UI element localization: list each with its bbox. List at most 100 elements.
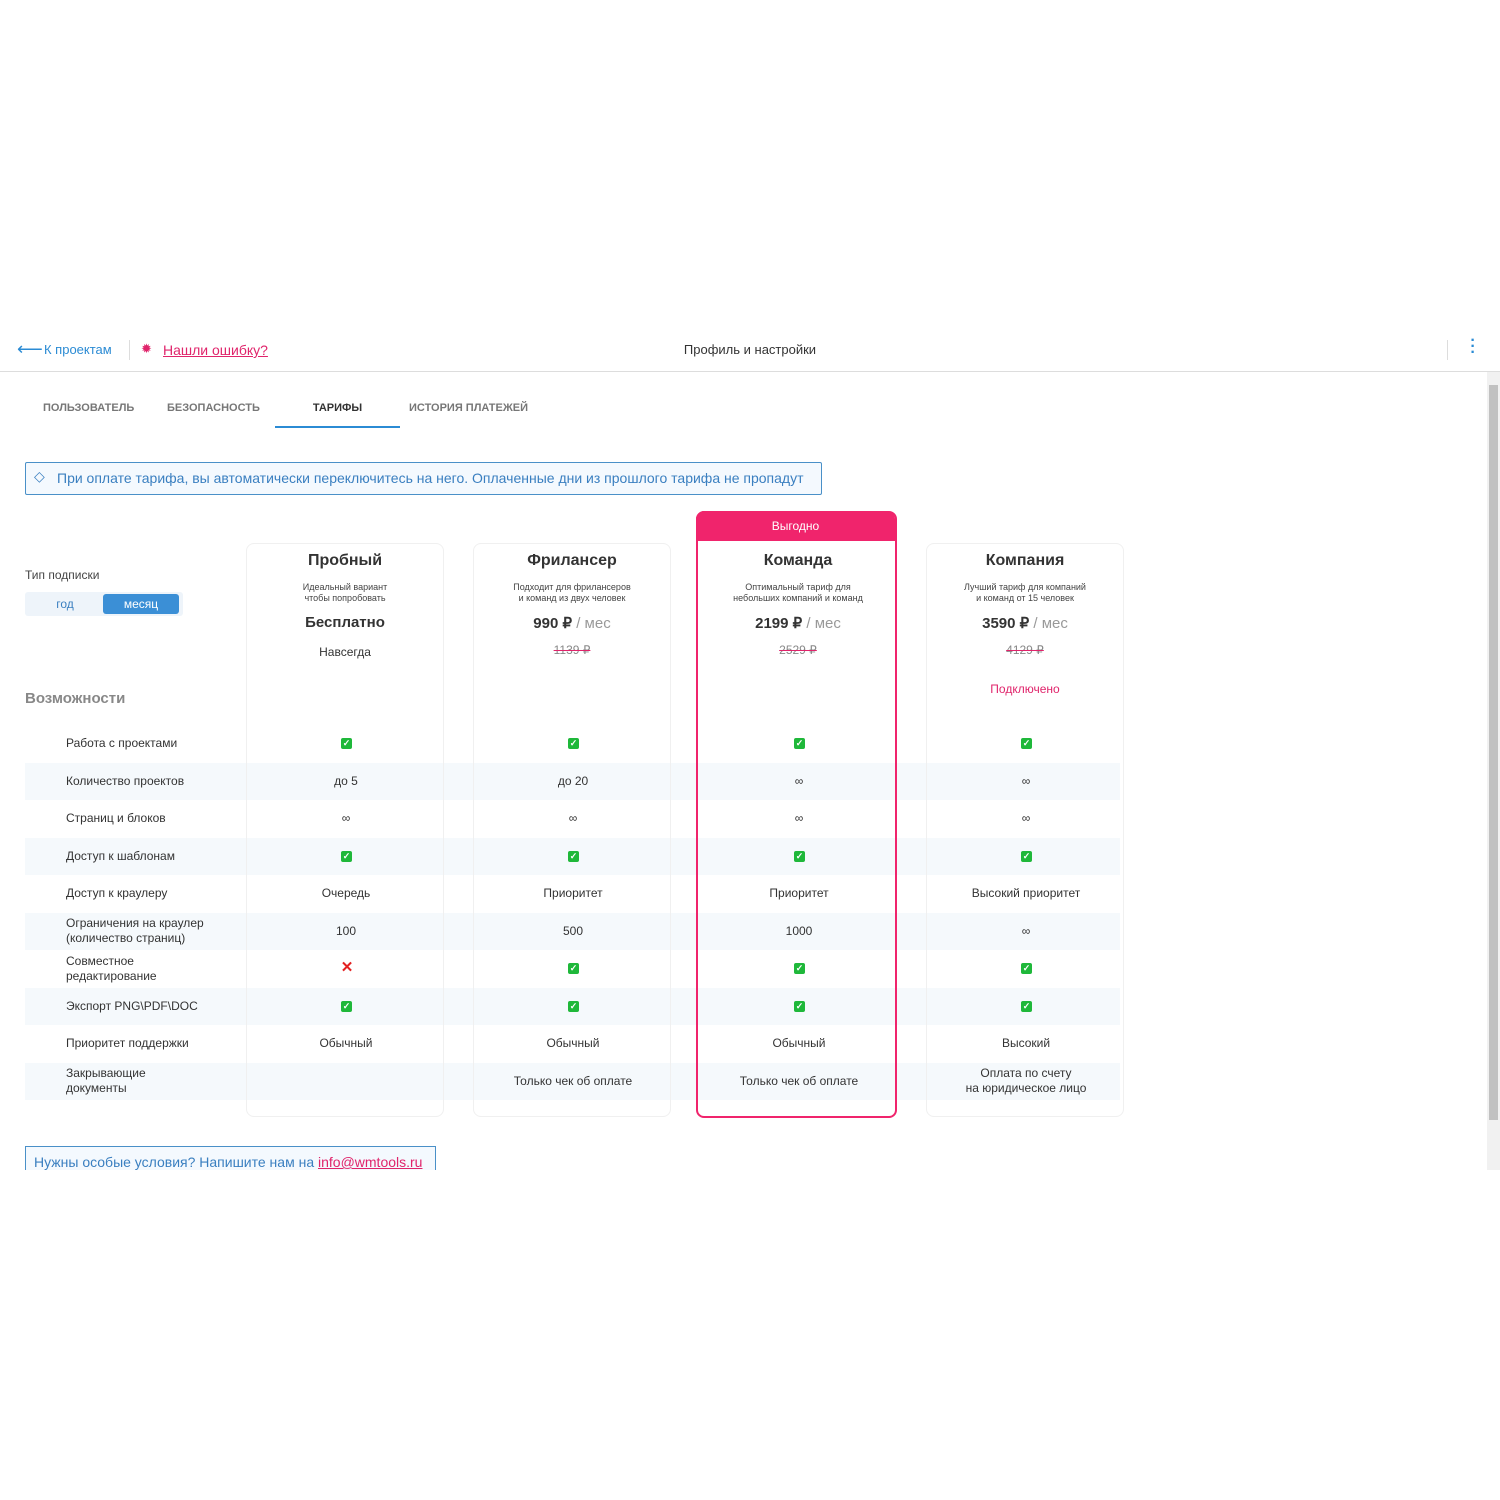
feature-name: Количество проектов	[66, 773, 185, 788]
old-price: 4129 ₽	[1006, 643, 1044, 657]
divider	[129, 340, 130, 360]
feature-value: до 5	[334, 773, 358, 788]
price: Бесплатно	[305, 614, 385, 631]
feature-value: ∞	[568, 811, 578, 826]
feature-value: Обычный	[319, 1036, 373, 1051]
check-icon: ✓	[794, 850, 805, 862]
bug-link[interactable]: Нашли ошибку?	[163, 342, 268, 358]
feature-value: Только чек об оплате	[513, 1073, 633, 1088]
footer-message: Нужны особые условия? Напишите нам на	[34, 1154, 315, 1170]
plan-note: Навсегда	[319, 645, 371, 659]
check-icon: ✓	[341, 850, 352, 862]
features-title: Возможности	[25, 690, 126, 707]
feature-value: до 20	[557, 773, 589, 788]
feature-value: Обычный	[772, 1036, 826, 1051]
price-period: / мес	[576, 615, 611, 632]
price: 2199 ₽	[755, 615, 803, 632]
feature-name: Экспорт PNG\PDF\DOC	[66, 998, 198, 1013]
plan-name: Пробный	[307, 552, 383, 569]
topbar	[0, 330, 1500, 372]
feature-value: Только чек об оплате	[739, 1073, 859, 1088]
badge: Выгодно	[696, 511, 895, 541]
plan-card	[246, 543, 444, 1117]
toggle-option[interactable]: год	[56, 597, 74, 611]
feature-value: Приоритет	[543, 886, 603, 901]
check-icon: ✓	[341, 738, 352, 749]
tab[interactable]: БЕЗОПАСНОСТЬ	[167, 402, 260, 414]
plan-name: Компания	[985, 552, 1065, 569]
check-icon: ✓	[568, 1000, 579, 1012]
feature-value: ∞	[794, 773, 804, 788]
check-icon: ✓	[794, 963, 805, 974]
price-period: / мес	[806, 615, 841, 632]
feature-value: ∞	[341, 811, 351, 826]
page-title: Профиль и настройки	[683, 342, 817, 357]
plan-name: Фрилансер	[527, 552, 617, 569]
cross-icon: ✕	[340, 959, 354, 976]
toggle-option[interactable]: месяц	[103, 594, 179, 614]
plan-description: Лучший тариф для компаний и команд от 15…	[964, 582, 1086, 603]
back-link[interactable]: К проектам	[44, 342, 112, 357]
feature-value: 500	[562, 923, 584, 938]
check-icon: ✓	[1021, 963, 1032, 974]
plan-card	[473, 543, 671, 1117]
old-price: 2529 ₽	[779, 643, 817, 657]
divider	[1447, 340, 1448, 360]
subscription-label: Тип подписки	[25, 568, 100, 582]
check-icon: ✓	[568, 738, 579, 749]
scrollbar-thumb	[1489, 385, 1498, 1120]
tab[interactable]: ПОЛЬЗОВАТЕЛЬ	[43, 402, 135, 414]
feature-name: Работа с проектами	[66, 736, 178, 751]
plan-description: Подходит для фрилансеров и команд из дву…	[513, 582, 631, 603]
plan-description: Оптимальный тариф для небольших компаний…	[733, 582, 863, 603]
feature-value: Высокий	[1001, 1036, 1051, 1051]
check-icon: ✓	[341, 1000, 352, 1012]
old-price: 1139 ₽	[553, 643, 591, 657]
price: 3590 ₽	[982, 615, 1030, 632]
price: 990 ₽	[533, 615, 573, 632]
price-period: / мес	[1033, 615, 1068, 632]
feature-value: Очередь	[321, 886, 371, 901]
plan-price: Бесплатно	[246, 614, 444, 631]
feature-value: ∞	[1021, 811, 1031, 826]
bug-icon: ✹	[141, 341, 152, 356]
feature-value: ∞	[794, 811, 804, 826]
feature-value: Приоритет	[769, 886, 829, 901]
plan-card-highlight	[696, 511, 897, 1118]
feature-name: Доступ к краулеру	[66, 886, 168, 901]
check-icon: ✓	[1021, 738, 1032, 749]
feature-value: ∞	[1021, 923, 1031, 938]
menu-button[interactable]: · · ·	[1470, 332, 1476, 361]
plan-price: 990 ₽ / мес	[473, 614, 671, 632]
check-icon: ✓	[1021, 1000, 1032, 1012]
feature-value: 1000	[785, 923, 813, 938]
row-background	[25, 1062, 1120, 1100]
check-icon: ✓	[794, 738, 805, 749]
below-fold	[0, 1170, 1500, 1500]
feature-value: Оплата по счету на юридическое лицо	[965, 1066, 1087, 1096]
feature-value: 100	[335, 923, 357, 938]
plan-description: Идеальный вариант чтобы попробовать	[302, 582, 388, 603]
feature-name: Доступ к шаблонам	[66, 848, 175, 863]
tab[interactable]: ИСТОРИЯ ПЛАТЕЖЕЙ	[409, 402, 529, 414]
feature-name: Приоритет поддержки	[66, 1036, 189, 1051]
check-icon: ✓	[568, 963, 579, 974]
plan-price: 2199 ₽ / мес	[699, 614, 897, 632]
feature-value: Высокий приоритет	[971, 886, 1081, 901]
notice-text: При оплате тарифа, вы автоматически пере…	[57, 470, 804, 486]
row-background	[25, 762, 1120, 800]
feature-value: Обычный	[546, 1036, 600, 1051]
plan-price: 3590 ₽ / мес	[926, 614, 1124, 632]
feature-name: Страниц и блоков	[66, 811, 166, 826]
tab-underline	[275, 426, 400, 428]
tab[interactable]: ТАРИФЫ	[312, 402, 363, 414]
plan-name: Команда	[763, 552, 833, 569]
email-link[interactable]: info@wmtools.ru	[318, 1154, 423, 1170]
back-arrow[interactable]: ⟵	[17, 339, 43, 359]
check-icon: ✓	[1021, 850, 1032, 862]
feature-name: Ограничения на краулер (количество стран…	[66, 916, 204, 946]
feature-name: Совместное редактирование	[66, 953, 157, 983]
check-icon: ✓	[794, 1000, 805, 1012]
plan-status: Подключено	[990, 682, 1060, 696]
